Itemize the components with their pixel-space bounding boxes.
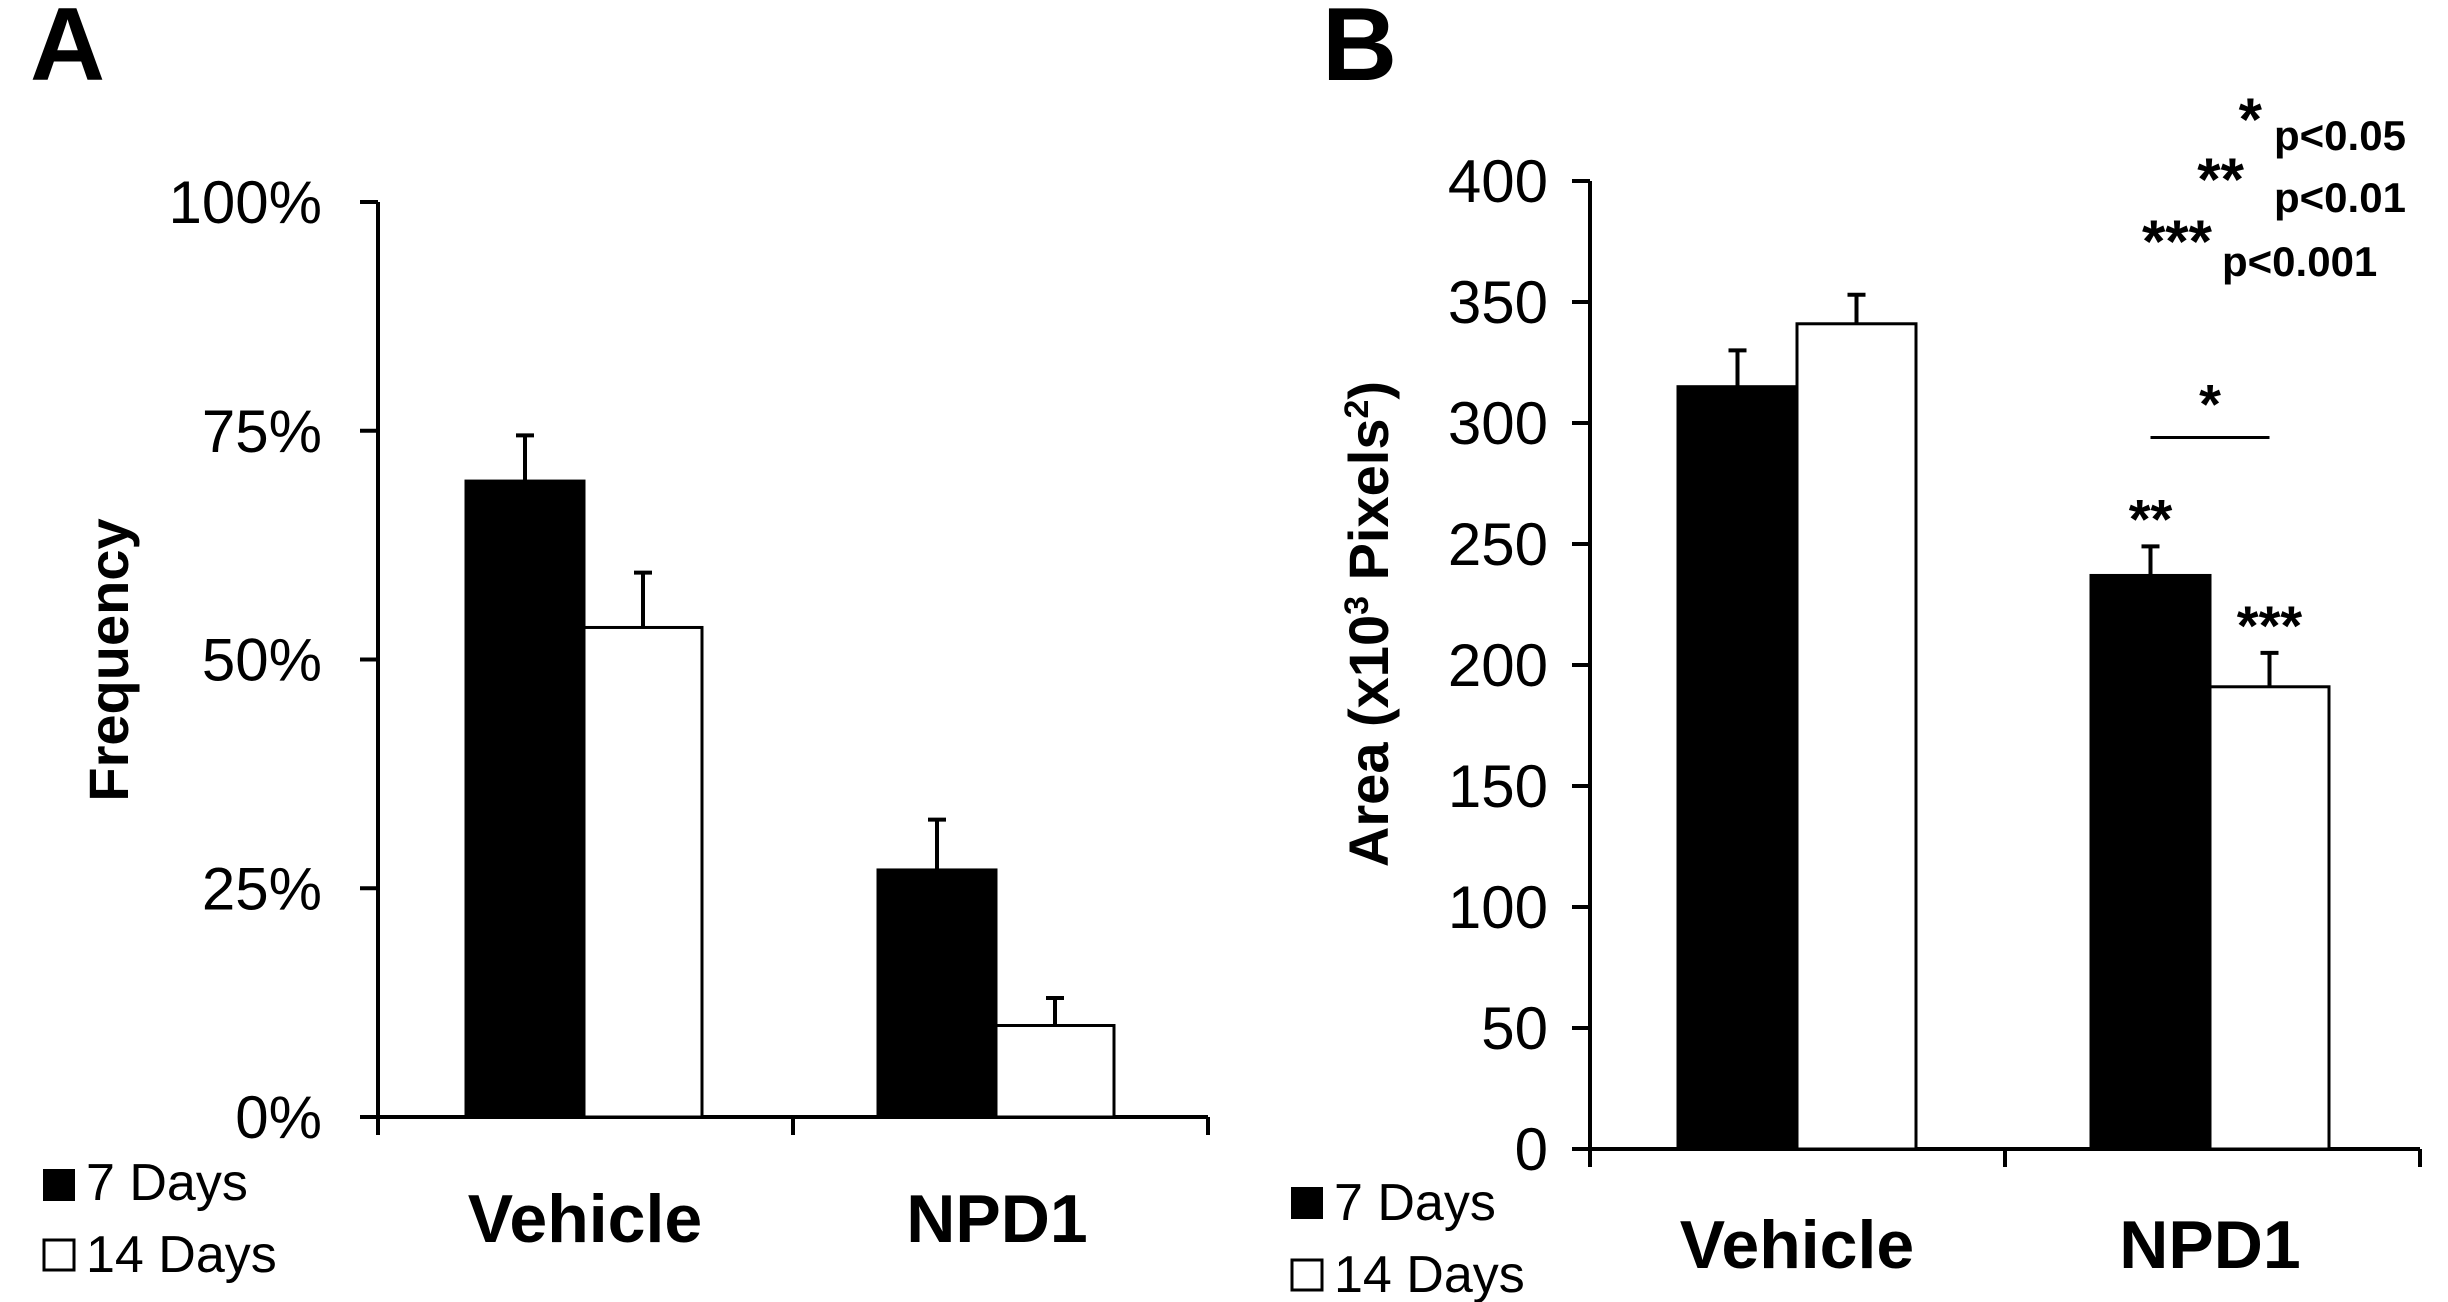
- legend-label-14days-b: 14 Days: [1334, 1246, 1525, 1302]
- key-stars-2: **: [2197, 146, 2244, 213]
- bracket-label-b: *: [2199, 373, 2221, 436]
- bar-b: [1795, 322, 1918, 1151]
- plot-area-a: 0% 25% 50% 75% 100% Vehicle NPD1: [169, 169, 1210, 1257]
- y-tick-label-b: 250: [1448, 511, 1548, 578]
- y-tick-label-b: 200: [1448, 632, 1548, 699]
- key-stars-3: ***: [2142, 208, 2213, 275]
- bar-a: [582, 625, 704, 1119]
- y-tick-label-b: 0: [1515, 1116, 1548, 1183]
- y-tick-label-b: 150: [1448, 753, 1548, 820]
- legend-swatch-7days-a: [43, 1169, 75, 1201]
- y-tick-label-b: 400: [1448, 148, 1548, 215]
- y-tick-label-a: 100%: [169, 169, 322, 236]
- panel-label-b: B: [1322, 0, 1397, 103]
- y-axis-label-b-sup1: 3: [1338, 596, 1376, 615]
- y-axis-label-b-suffix: ): [1337, 381, 1400, 400]
- y-tick-label-b: 300: [1448, 390, 1548, 457]
- key-stars-1: *: [2239, 86, 2263, 153]
- category-label-b: Vehicle: [1680, 1207, 1914, 1283]
- y-tick-label-b: 50: [1481, 995, 1548, 1062]
- legend-a: 7 Days 14 Days: [42, 1154, 277, 1284]
- y-axis-label-b-mid: Pixels: [1337, 419, 1400, 596]
- key-text-3: p<0.001: [2222, 238, 2377, 285]
- legend-swatch-7days-b: [1291, 1187, 1323, 1219]
- significance-key: * p<0.05 ** p<0.01 *** p<0.001: [2142, 86, 2406, 285]
- bar-a: [464, 479, 586, 1119]
- y-tick-label-a: 0%: [235, 1084, 322, 1151]
- bar-b: [2208, 685, 2331, 1151]
- bar-b: [2089, 573, 2212, 1151]
- panel-label-a: A: [30, 0, 105, 103]
- legend-label-7days-a: 7 Days: [86, 1154, 248, 1212]
- key-text-1: p<0.05: [2274, 112, 2406, 159]
- bar-a: [994, 1024, 1116, 1119]
- legend-swatch-14days-a: [42, 1238, 76, 1272]
- significance-marker-b: ***: [2237, 594, 2303, 657]
- legend-swatch-14days-b: [1290, 1258, 1324, 1292]
- y-tick-label-b: 350: [1448, 269, 1548, 336]
- bar-a: [876, 868, 998, 1119]
- significance-marker-b: **: [2129, 487, 2173, 550]
- y-tick-label-a: 25%: [202, 855, 322, 922]
- y-tick-label-b: 100: [1448, 874, 1548, 941]
- y-axis-label-b-sup2: 2: [1338, 400, 1376, 419]
- y-axis-label-a: Frequency: [77, 518, 140, 801]
- legend-label-14days-a: 14 Days: [86, 1226, 277, 1284]
- y-tick-label-a: 75%: [202, 398, 322, 465]
- y-axis-label-b-prefix: Area (x10: [1337, 615, 1400, 867]
- category-label-a: NPD1: [906, 1181, 1087, 1257]
- legend-b: 7 Days 14 Days: [1290, 1174, 1525, 1302]
- category-label-a: Vehicle: [468, 1181, 702, 1257]
- legend-label-7days-b: 7 Days: [1334, 1174, 1496, 1232]
- y-axis-label-b: Area (x103 Pixels2): [1337, 381, 1400, 867]
- category-label-b: NPD1: [2119, 1207, 2300, 1283]
- key-text-2: p<0.01: [2274, 174, 2406, 221]
- bar-b: [1676, 385, 1799, 1151]
- y-tick-label-a: 50%: [202, 627, 322, 694]
